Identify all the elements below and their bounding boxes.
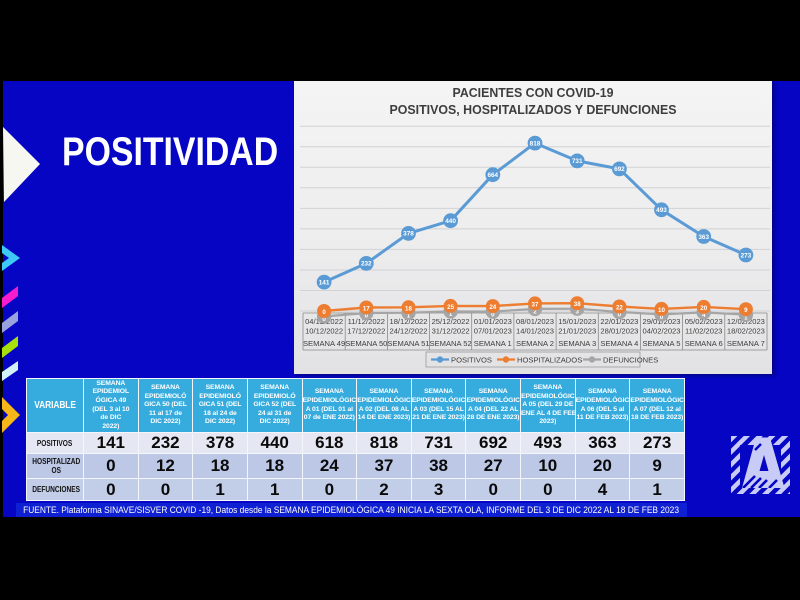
svg-text:05/02/2023: 05/02/2023 <box>685 317 723 326</box>
svg-text:SEMANA 7: SEMANA 7 <box>727 339 765 348</box>
svg-text:SEMANA 4: SEMANA 4 <box>600 339 638 348</box>
svg-text:0: 0 <box>322 316 326 323</box>
svg-text:15/01/2023: 15/01/2023 <box>558 317 596 326</box>
svg-text:SEMANA 52: SEMANA 52 <box>429 339 471 348</box>
svg-text:9: 9 <box>744 307 748 314</box>
svg-text:PACIENTES CON COVID-19: PACIENTES CON COVID-19 <box>453 85 614 100</box>
svg-text:273: 273 <box>741 252 752 259</box>
svg-text:493: 493 <box>656 207 667 214</box>
svg-text:SEMANA 5: SEMANA 5 <box>643 339 681 348</box>
svg-text:440: 440 <box>445 218 456 225</box>
svg-text:08/01/2023: 08/01/2023 <box>516 317 554 326</box>
svg-text:10/12/2022: 10/12/2022 <box>305 327 343 336</box>
svg-text:14/01/2023: 14/01/2023 <box>516 327 554 336</box>
svg-text:24/12/2022: 24/12/2022 <box>389 327 427 336</box>
svg-text:3: 3 <box>575 308 579 315</box>
svg-text:4: 4 <box>702 312 706 319</box>
svg-text:24: 24 <box>489 304 496 311</box>
svg-text:DEFUNCIONES: DEFUNCIONES <box>603 356 658 365</box>
svg-text:0: 0 <box>491 311 495 318</box>
svg-text:10: 10 <box>658 307 665 314</box>
svg-text:378: 378 <box>403 231 414 238</box>
svg-text:232: 232 <box>361 261 372 268</box>
svg-text:17: 17 <box>363 306 370 313</box>
svg-text:28/01/2023: 28/01/2023 <box>600 327 638 336</box>
svg-text:04/02/2023: 04/02/2023 <box>642 327 680 336</box>
svg-text:731: 731 <box>572 158 583 165</box>
svg-text:HOSPITALIZADOS: HOSPITALIZADOS <box>517 356 582 365</box>
svg-text:18: 18 <box>405 305 412 312</box>
svg-text:363: 363 <box>698 234 709 241</box>
svg-text:SEMANA 1: SEMANA 1 <box>474 339 512 348</box>
svg-text:31/12/2022: 31/12/2022 <box>432 327 470 336</box>
svg-text:38: 38 <box>574 301 581 308</box>
svg-text:SEMANA 6: SEMANA 6 <box>685 339 723 348</box>
svg-text:692: 692 <box>614 166 625 173</box>
svg-text:POSITIVOS, HOSPITALIZADOS Y DE: POSITIVOS, HOSPITALIZADOS Y DEFUNCIONES <box>390 102 677 117</box>
svg-text:1: 1 <box>744 314 748 321</box>
svg-text:141: 141 <box>319 279 330 286</box>
svg-text:22/01/2023: 22/01/2023 <box>600 317 638 326</box>
svg-text:0: 0 <box>660 314 664 321</box>
svg-text:1: 1 <box>407 313 411 320</box>
svg-text:SEMANA 50: SEMANA 50 <box>345 339 387 348</box>
svg-text:664: 664 <box>487 172 498 179</box>
svg-text:07/01/2023: 07/01/2023 <box>474 327 512 336</box>
svg-text:37: 37 <box>532 301 539 308</box>
svg-text:22: 22 <box>616 305 623 312</box>
svg-text:SEMANA 3: SEMANA 3 <box>558 339 596 348</box>
svg-text:25/12/2022: 25/12/2022 <box>432 317 470 326</box>
svg-text:21/01/2023: 21/01/2023 <box>558 327 596 336</box>
svg-text:25: 25 <box>447 304 454 311</box>
svg-text:01/01/2023: 01/01/2023 <box>474 317 512 326</box>
svg-text:2: 2 <box>533 309 537 316</box>
svg-text:18/12/2022: 18/12/2022 <box>389 317 427 326</box>
svg-text:11/02/2023: 11/02/2023 <box>685 327 722 336</box>
svg-text:SEMANA 2: SEMANA 2 <box>516 339 554 348</box>
svg-text:11/12/2022: 11/12/2022 <box>348 317 385 326</box>
svg-text:18/02/2023: 18/02/2023 <box>727 327 765 336</box>
svg-text:0: 0 <box>322 309 326 316</box>
svg-text:SEMANA 51: SEMANA 51 <box>387 339 429 348</box>
svg-text:0: 0 <box>365 313 369 320</box>
svg-text:POSITIVOS: POSITIVOS <box>451 356 492 365</box>
svg-text:SEMANA 49: SEMANA 49 <box>303 339 345 348</box>
svg-text:20: 20 <box>700 305 707 312</box>
svg-text:0: 0 <box>618 312 622 319</box>
svg-text:818: 818 <box>530 140 541 147</box>
svg-text:1: 1 <box>449 311 453 318</box>
svg-text:17/12/2022: 17/12/2022 <box>347 327 385 336</box>
